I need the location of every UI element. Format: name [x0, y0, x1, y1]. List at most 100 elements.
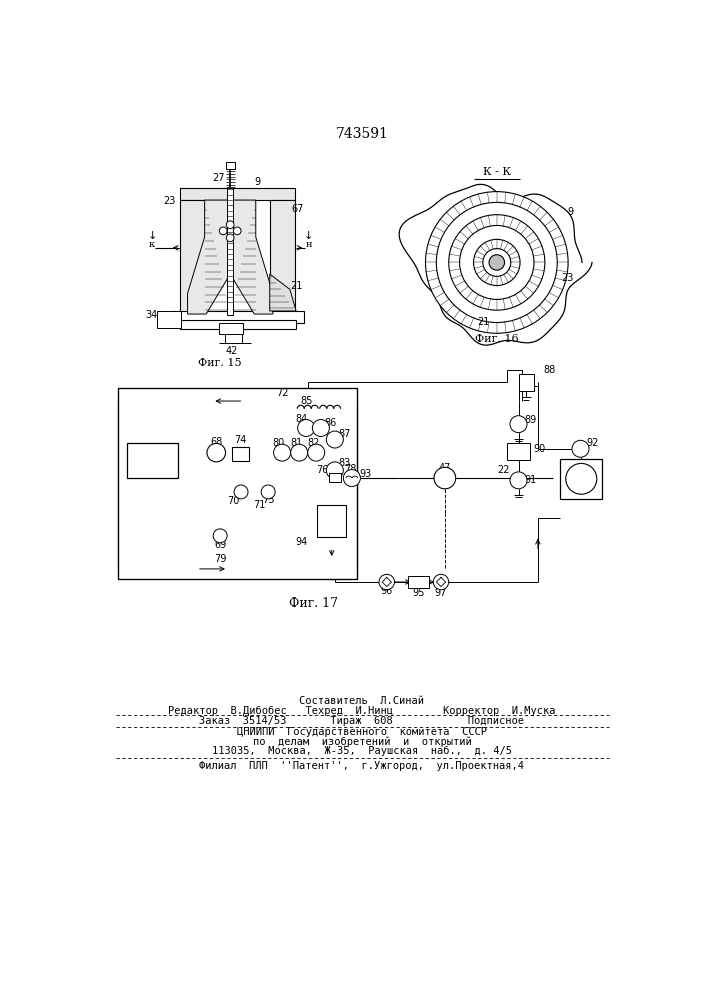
Bar [218, 323, 243, 334]
Text: Филиал  ПЛП  ''Патент'',  г.Ужгород,  ул.Проектная,4: Филиал ПЛП ''Патент'', г.Ужгород, ул.Про… [199, 761, 525, 771]
Text: 113035,  Москва,  Ж-35,  Раушская  наб.,  д. 4/5: 113035, Москва, Ж-35, Раушская наб., д. … [212, 746, 512, 756]
Circle shape [434, 467, 456, 489]
Circle shape [489, 255, 505, 270]
Bar [127, 443, 177, 478]
Bar [156, 311, 182, 328]
Text: 93: 93 [360, 469, 372, 479]
Bar [270, 200, 295, 314]
Text: 83: 83 [338, 458, 350, 468]
Text: Фиг. 15: Фиг. 15 [198, 358, 242, 368]
Text: 84: 84 [296, 414, 308, 424]
Text: 68: 68 [210, 437, 223, 447]
Text: Фиг. 16: Фиг. 16 [475, 334, 519, 344]
Text: 21: 21 [477, 317, 490, 327]
Text: Заказ  3514/53       Тираж  608            Подписное: Заказ 3514/53 Тираж 608 Подписное [199, 716, 525, 726]
Circle shape [298, 420, 315, 436]
Text: 42: 42 [226, 346, 238, 356]
Text: 743591: 743591 [336, 127, 388, 141]
Text: 23: 23 [163, 196, 176, 206]
Bar [518, 374, 534, 391]
Polygon shape [187, 200, 230, 314]
Text: 92: 92 [586, 438, 598, 448]
Text: 78: 78 [344, 464, 356, 474]
Text: Редактор  В.Дибобес   Техред  И.Нинц        Корректор  И.Муска: Редактор В.Дибобес Техред И.Нинц Коррект… [168, 706, 556, 716]
Text: ЦНИИПИ  Государственного  комитета  СССР: ЦНИИПИ Государственного комитета СССР [237, 727, 487, 737]
Text: 94: 94 [296, 537, 308, 547]
Circle shape [566, 463, 597, 494]
Text: 9: 9 [567, 207, 573, 217]
Circle shape [344, 470, 361, 487]
Text: 96: 96 [380, 586, 393, 596]
Bar [180, 188, 295, 200]
Circle shape [213, 529, 227, 543]
Text: 86: 86 [324, 418, 337, 428]
Bar [408, 576, 429, 588]
Text: 82: 82 [307, 438, 320, 448]
Text: 22: 22 [497, 465, 509, 475]
Text: 77: 77 [325, 514, 338, 524]
Text: по  делам  изобретений  и  открытий: по делам изобретений и открытий [252, 736, 472, 747]
Text: 74: 74 [234, 435, 247, 445]
Text: 85: 85 [300, 396, 313, 406]
Circle shape [261, 485, 275, 499]
Text: 21: 21 [290, 281, 303, 291]
Text: 34: 34 [146, 310, 158, 320]
Bar [226, 162, 235, 169]
Text: 60: 60 [573, 472, 589, 485]
Circle shape [226, 221, 234, 229]
Circle shape [234, 485, 248, 499]
Circle shape [308, 444, 325, 461]
Text: 89: 89 [524, 415, 536, 425]
Polygon shape [230, 200, 273, 314]
Circle shape [327, 462, 344, 479]
Circle shape [274, 444, 291, 461]
Text: 67: 67 [291, 204, 304, 214]
Text: 23: 23 [561, 273, 573, 283]
Circle shape [449, 215, 545, 310]
Bar [172, 311, 304, 323]
Bar [118, 388, 356, 579]
Circle shape [207, 443, 226, 462]
Circle shape [436, 202, 557, 323]
Bar [180, 200, 204, 314]
Text: Составитель  Л.Синай: Составитель Л.Синай [300, 696, 424, 706]
Text: 70: 70 [227, 496, 240, 506]
Circle shape [474, 239, 520, 286]
Circle shape [226, 234, 234, 242]
Text: 87: 87 [338, 429, 350, 439]
Circle shape [460, 225, 534, 299]
Bar [317, 505, 346, 537]
Text: 27: 27 [212, 173, 225, 183]
Circle shape [291, 444, 308, 461]
Text: 69: 69 [214, 540, 226, 550]
Text: 79: 79 [214, 554, 226, 564]
Bar [227, 188, 233, 315]
Text: 73: 73 [144, 454, 160, 467]
Circle shape [572, 440, 589, 457]
Circle shape [510, 416, 527, 433]
Text: 90: 90 [533, 444, 546, 454]
Text: ↓: ↓ [147, 231, 157, 240]
Text: к: к [149, 240, 155, 249]
Bar [232, 447, 249, 461]
Circle shape [219, 227, 227, 235]
Text: 88: 88 [544, 365, 556, 375]
Text: К - К: К - К [483, 167, 510, 177]
Polygon shape [270, 274, 296, 311]
Bar [180, 320, 296, 329]
Text: 81: 81 [290, 438, 302, 448]
Text: 71: 71 [252, 500, 265, 510]
Circle shape [327, 431, 344, 448]
Text: Фиг. 17: Фиг. 17 [288, 597, 338, 610]
Text: 91: 91 [524, 475, 536, 485]
Text: 97: 97 [435, 588, 448, 598]
Text: 9: 9 [255, 177, 260, 187]
Text: 47: 47 [438, 463, 451, 473]
Text: ↓: ↓ [304, 231, 313, 240]
Circle shape [379, 574, 395, 590]
Circle shape [483, 249, 510, 276]
Bar [507, 443, 530, 460]
Text: 80: 80 [272, 438, 284, 448]
Bar [559, 459, 602, 499]
Circle shape [426, 192, 568, 333]
